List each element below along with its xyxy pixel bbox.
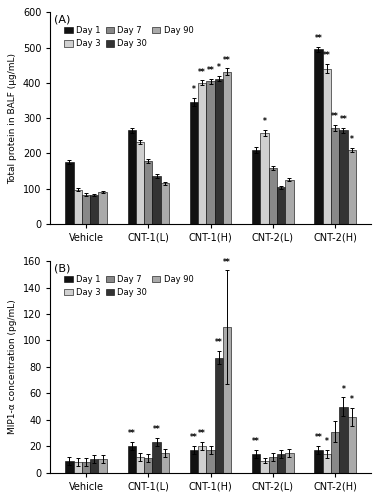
Bar [152, 176, 161, 224]
Bar [99, 460, 107, 472]
Bar [339, 130, 348, 224]
Text: **: ** [315, 34, 323, 42]
Bar [82, 462, 90, 472]
Bar [269, 457, 277, 472]
Bar [136, 142, 144, 224]
Text: **: ** [340, 115, 347, 124]
Bar [323, 454, 331, 472]
Text: **: ** [331, 112, 339, 121]
Bar [223, 72, 231, 224]
Bar [161, 453, 169, 472]
Bar [198, 446, 207, 472]
Bar [90, 195, 99, 224]
Bar [65, 460, 74, 472]
Bar [144, 161, 152, 224]
Bar [127, 446, 136, 472]
Text: **: ** [153, 426, 160, 434]
Legend: Day 1, Day 3, Day 7, Day 30, Day 90: Day 1, Day 3, Day 7, Day 30, Day 90 [61, 272, 197, 300]
Text: *: * [192, 85, 196, 94]
Bar [223, 328, 231, 472]
Bar [348, 150, 356, 224]
Text: **: ** [252, 438, 260, 446]
Bar [82, 194, 90, 224]
Text: **: ** [223, 258, 231, 266]
Bar [348, 417, 356, 472]
Bar [215, 78, 223, 224]
Bar [277, 188, 285, 224]
Bar [269, 168, 277, 224]
Text: **: ** [223, 56, 231, 64]
Text: **: ** [198, 68, 206, 76]
Bar [285, 453, 294, 472]
Bar [252, 454, 260, 472]
Bar [331, 128, 339, 224]
Bar [323, 68, 331, 224]
Bar [74, 190, 82, 224]
Text: **: ** [128, 430, 136, 438]
Text: *: * [325, 438, 329, 446]
Bar [207, 450, 215, 472]
Bar [207, 81, 215, 224]
Bar [74, 462, 82, 472]
Bar [314, 450, 323, 472]
Bar [136, 457, 144, 472]
Text: **: ** [198, 430, 206, 438]
Bar [161, 184, 169, 224]
Bar [277, 454, 285, 472]
Bar [190, 102, 198, 224]
Text: *: * [341, 384, 345, 394]
Text: **: ** [315, 434, 323, 442]
Bar [198, 83, 207, 224]
Y-axis label: MIP1-α concentration (pg/mL): MIP1-α concentration (pg/mL) [8, 300, 17, 434]
Text: *: * [350, 395, 354, 404]
Bar [90, 460, 99, 472]
Text: *: * [217, 63, 221, 72]
Bar [314, 50, 323, 224]
Text: (A): (A) [53, 14, 70, 24]
Bar [190, 450, 198, 472]
Bar [260, 133, 269, 224]
Bar [215, 358, 223, 472]
Text: **: ** [215, 338, 223, 347]
Bar [99, 192, 107, 224]
Text: **: ** [190, 434, 198, 442]
Bar [127, 130, 136, 224]
Legend: Day 1, Day 3, Day 7, Day 30, Day 90: Day 1, Day 3, Day 7, Day 30, Day 90 [61, 23, 197, 52]
Bar [65, 162, 74, 224]
Text: *: * [350, 135, 354, 144]
Bar [252, 150, 260, 224]
Bar [331, 432, 339, 472]
Text: **: ** [207, 66, 215, 75]
Bar [144, 458, 152, 472]
Text: **: ** [323, 52, 330, 60]
Bar [152, 442, 161, 472]
Bar [339, 406, 348, 472]
Bar [285, 180, 294, 224]
Text: (B): (B) [53, 264, 70, 274]
Text: *: * [263, 117, 266, 126]
Bar [260, 460, 269, 472]
Y-axis label: Total protein in BALF (μg/mL): Total protein in BALF (μg/mL) [8, 52, 17, 184]
